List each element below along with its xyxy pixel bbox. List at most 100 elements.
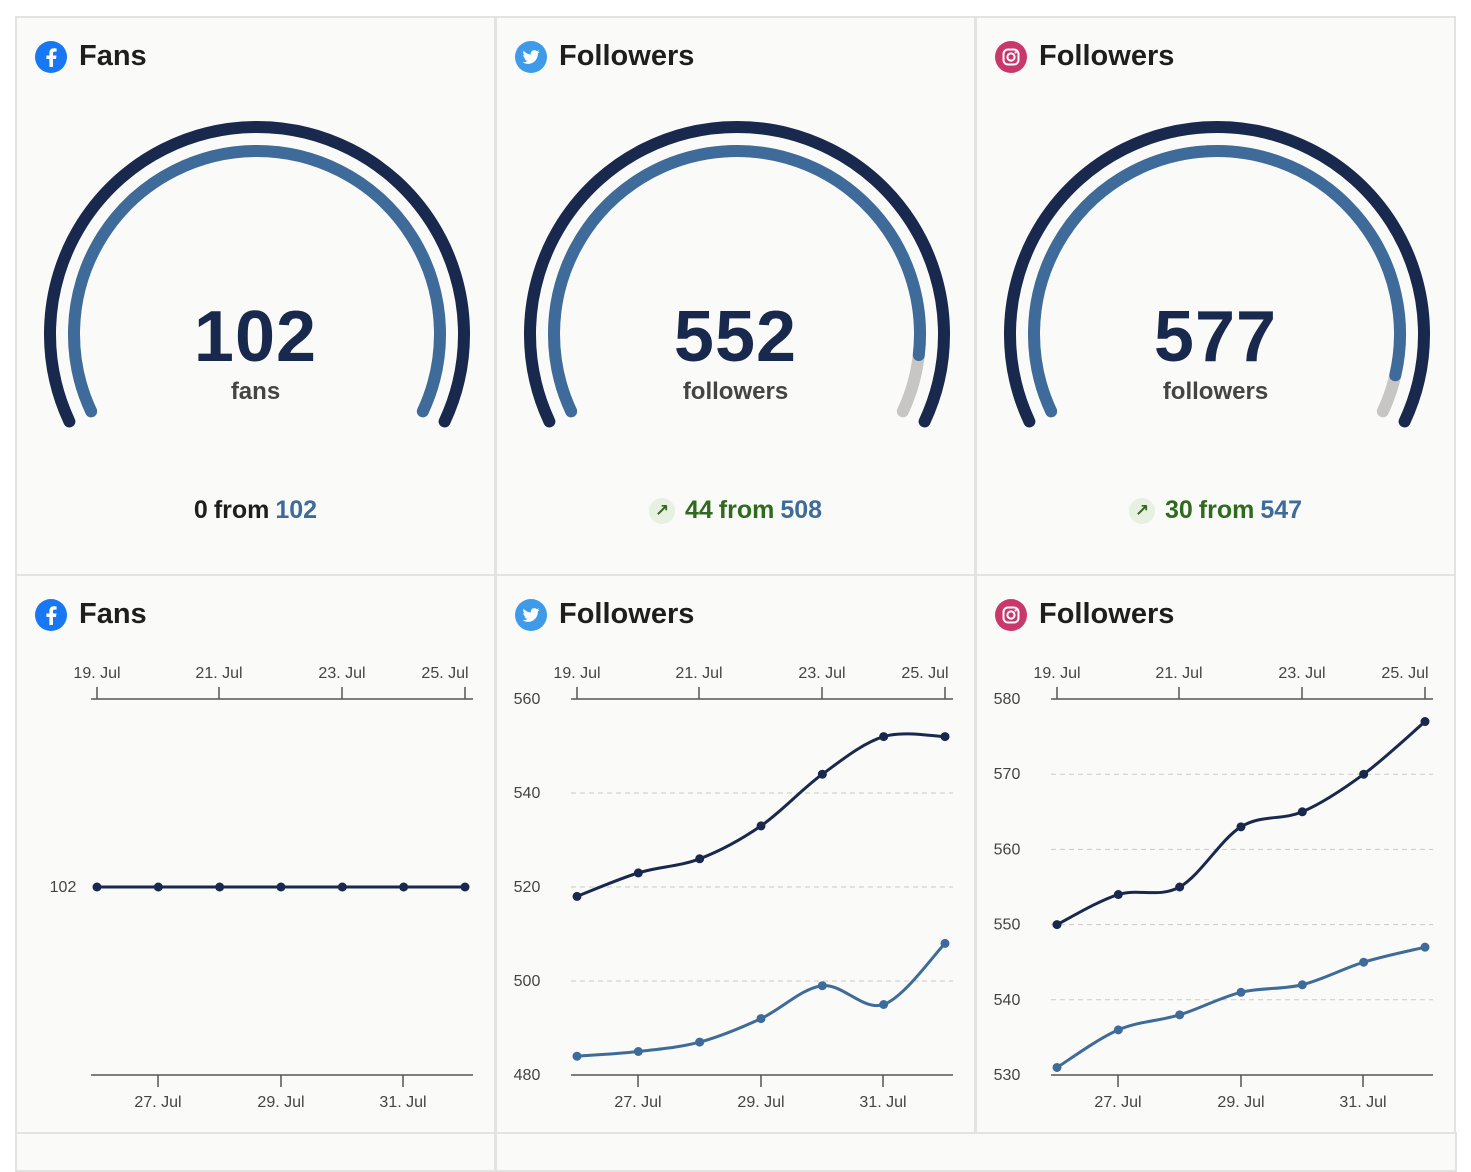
card-title: Followers [515, 40, 694, 73]
top-x-tick-label: 23. Jul [798, 665, 845, 682]
data-point [1052, 1062, 1062, 1072]
y-tick-label: 520 [514, 879, 541, 896]
data-point [92, 882, 102, 892]
data-point [879, 732, 889, 742]
gauge [44, 121, 470, 428]
top-x-tick-label: 21. Jul [195, 665, 242, 682]
instagram-icon [995, 598, 1027, 631]
next-card-partial [15, 1132, 496, 1172]
bottom-x-tick-label: 27. Jul [1094, 1094, 1141, 1111]
gauge [1004, 121, 1430, 428]
y-tick-label: 560 [514, 691, 541, 708]
data-point [633, 868, 643, 878]
top-x-tick-label: 19. Jul [73, 665, 120, 682]
card-title-text: Followers [559, 40, 695, 72]
y-tick-label: 580 [994, 691, 1021, 708]
gauge-value: 102 [193, 297, 318, 377]
gauge-change: ↗ 30 from 547 [977, 496, 1454, 525]
gauge-change: ↗ 44 from 508 [497, 496, 974, 525]
bottom-x-tick-label: 31. Jul [1339, 1094, 1386, 1111]
twitter-icon [515, 40, 547, 73]
gauge-value: 577 [1153, 297, 1278, 377]
chart-card-instagram: Followers 530 540 550 560 570 580 19. Jul 21. J… [975, 574, 1456, 1134]
card-title: Followers [515, 598, 694, 631]
card-title: Followers [995, 40, 1174, 73]
data-point [399, 882, 409, 892]
gauge-outer-arc [1004, 121, 1430, 428]
data-point [695, 854, 705, 864]
data-point [215, 882, 225, 892]
gauge-unit: followers [1162, 378, 1269, 405]
gauge-card-instagram: Followers 577 followers ↗ 30 from 547 [975, 16, 1456, 576]
gauge-progress-arc [1028, 145, 1406, 418]
data-point [940, 938, 950, 948]
bottom-x-tick-label: 31. Jul [859, 1094, 906, 1111]
data-point [940, 732, 950, 742]
card-title: Fans [35, 40, 147, 73]
top-x-tick-label: 21. Jul [675, 665, 722, 682]
bottom-x-tick-label: 31. Jul [379, 1094, 426, 1111]
data-point [1359, 769, 1369, 779]
bottom-x-tick-label: 29. Jul [1217, 1094, 1264, 1111]
bottom-x-tick-label: 29. Jul [257, 1094, 304, 1111]
previous-value: 547 [1260, 496, 1303, 524]
facebook-icon [35, 598, 67, 631]
line-chart: 102 19. Jul 21. Jul 23. Jul 25. Jul 27. Jul 29… [50, 665, 473, 1111]
gauge [524, 121, 950, 428]
data-point [1052, 920, 1062, 930]
top-x-tick-label: 19. Jul [1033, 665, 1080, 682]
trend-up-icon: ↗ [648, 497, 675, 524]
trend-up-icon: ↗ [1128, 497, 1155, 524]
facebook-icon [35, 40, 67, 73]
line-chart: 530 540 550 560 570 580 19. Jul 21. Jul 23. Jul 2… [994, 665, 1433, 1111]
top-x-tick-label: 23. Jul [318, 665, 365, 682]
series-line-previous [576, 942, 947, 1058]
y-tick-label: 480 [514, 1067, 541, 1084]
data-point [817, 769, 827, 779]
data-point [1297, 807, 1307, 817]
change-from-word: from [213, 496, 270, 524]
gauge-change: 0 from 102 [17, 496, 494, 525]
card-title: Followers [995, 598, 1174, 631]
data-point [1420, 717, 1430, 727]
card-title-text: Fans [79, 598, 147, 630]
bottom-x-tick-label: 27. Jul [134, 1094, 181, 1111]
change-from-word: from [1198, 496, 1255, 524]
twitter-icon [515, 598, 547, 631]
top-x-tick-label: 25. Jul [901, 665, 948, 682]
bottom-x-tick-label: 29. Jul [737, 1094, 784, 1111]
data-point [1113, 1025, 1123, 1035]
data-point [1175, 882, 1185, 892]
top-x-tick-label: 25. Jul [1381, 665, 1428, 682]
data-point [276, 882, 286, 892]
data-point [1297, 980, 1307, 990]
data-point [1113, 890, 1123, 900]
chart-card-twitter: Followers 480 500 520 540 560 19. Jul 21. Jul 2… [495, 574, 976, 1134]
y-tick-label: 560 [994, 841, 1021, 858]
change-value: 30 [1164, 496, 1193, 524]
card-title-text: Followers [1039, 598, 1175, 630]
y-tick-label: 500 [514, 973, 541, 990]
data-point [1236, 987, 1246, 997]
card-title-text: Fans [79, 40, 147, 72]
y-tick-label: 540 [994, 992, 1021, 1009]
card-title-text: Followers [1039, 40, 1175, 72]
top-x-tick-label: 19. Jul [553, 665, 600, 682]
data-point [460, 882, 470, 892]
data-point [337, 882, 347, 892]
data-point [153, 882, 163, 892]
data-point [817, 981, 827, 991]
data-point [756, 821, 766, 831]
y-tick-label: 570 [994, 766, 1021, 783]
change-from-word: from [718, 496, 775, 524]
data-point [1420, 942, 1430, 952]
top-x-tick-label: 23. Jul [1278, 665, 1325, 682]
data-point [1175, 1010, 1185, 1020]
gauge-outer-arc [44, 121, 470, 428]
y-tick-label: 102 [50, 879, 77, 896]
data-point [756, 1014, 766, 1024]
data-point [695, 1037, 705, 1047]
data-point [633, 1047, 643, 1056]
next-card-partial [495, 1132, 1457, 1172]
previous-value: 508 [780, 496, 823, 524]
